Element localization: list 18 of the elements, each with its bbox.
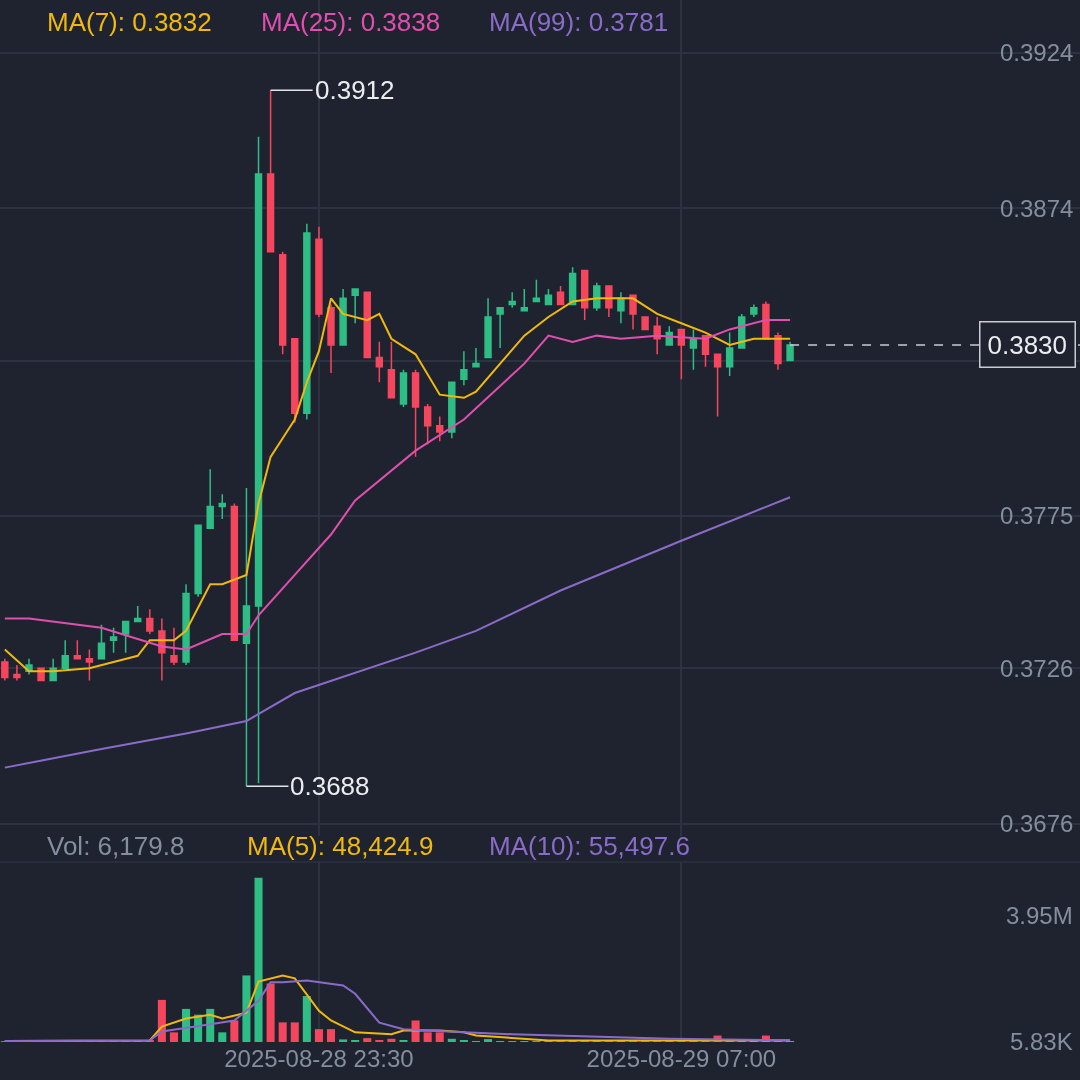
ref-line-label: 0.3830 [987,329,1068,360]
text: MA(10): 55,497.6 [489,831,690,861]
x-tick-label: 2025-08-28 23:30 [224,1045,414,1072]
text: Vol: 6,179.8 [47,831,185,861]
x-tick-label: 2025-08-29 07:00 [586,1045,777,1072]
text: MA(7): 0.3832 [47,7,212,37]
y-tick-label: 0.3775 [1000,502,1074,529]
text: MA(5): 48,424.9 [247,831,434,861]
y-tick-label: 3.95M [1006,902,1073,929]
text: MA(25): 0.3838 [261,7,441,37]
text: MA(99): 0.3781 [489,7,669,37]
annotation: 0.3912 [315,75,395,105]
y-tick-label: 0.3874 [1000,195,1074,222]
annotation: 0.3688 [290,771,370,801]
y-tick-label: 0.3676 [1000,810,1074,837]
y-tick-label: 0.3924 [1000,39,1074,66]
y-tick-label: 0.3726 [1000,655,1074,682]
y-tick-label: 5.83K [1010,1028,1073,1055]
